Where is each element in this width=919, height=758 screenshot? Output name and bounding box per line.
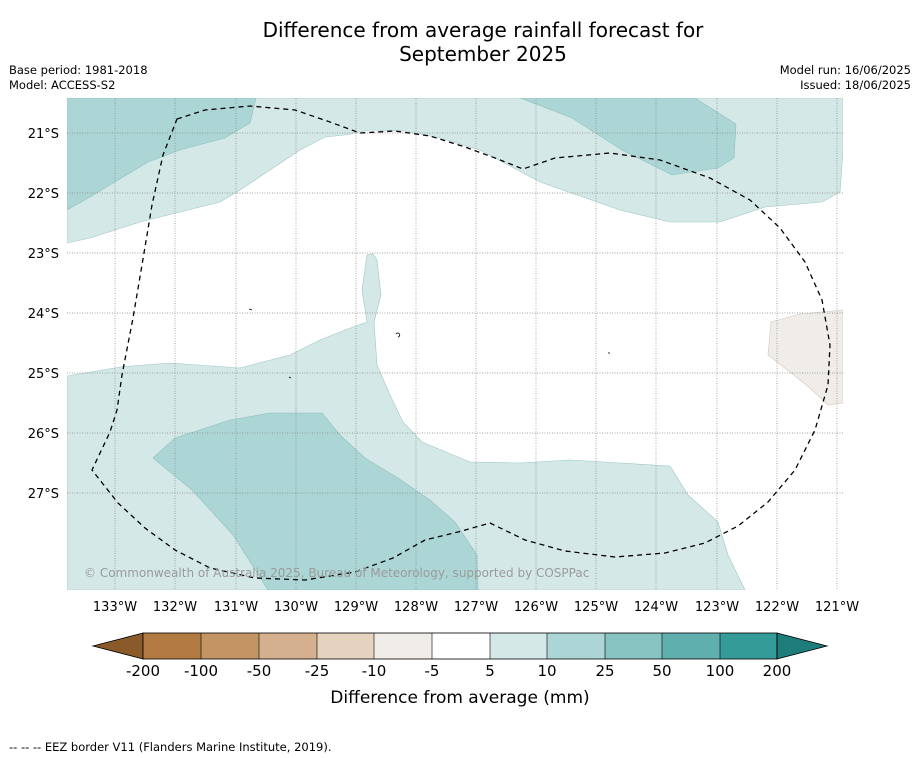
islands	[248, 308, 610, 379]
lon-labels: 133°W 132°W 131°W 130°W 129°W 128°W 127°…	[93, 600, 859, 615]
lat-label: 25°S	[28, 367, 59, 382]
colorbar-tick: -50	[247, 662, 272, 680]
chart-title: Difference from average rainfall forecas…	[0, 18, 919, 66]
colorbar-segment	[720, 633, 777, 659]
eez-legend-note: -- -- -- EEZ border V11 (Flanders Marine…	[9, 740, 332, 754]
colorbar-tick: -200	[126, 662, 160, 680]
colorbar-tick: 10	[537, 662, 556, 680]
colorbar-tick: -5	[425, 662, 440, 680]
contour-10-25-mm-northeast	[519, 98, 737, 176]
lon-label: 122°W	[755, 600, 799, 615]
colorbar-dividers	[200, 633, 721, 659]
colorbar-segment	[259, 633, 317, 659]
colorbar-tick: -10	[362, 662, 387, 680]
colorbar-segment	[662, 633, 720, 659]
lon-label: 121°W	[815, 600, 859, 615]
lon-label: 131°W	[214, 600, 258, 615]
lat-label: 22°S	[28, 187, 59, 202]
lon-label: 129°W	[334, 600, 378, 615]
contour-10-25-mm-northwest	[67, 98, 257, 211]
lon-label: 125°W	[574, 600, 618, 615]
contour-neg10-neg5-mm	[767, 309, 843, 406]
colorbar-segment	[201, 633, 259, 659]
colorbar-frame	[142, 632, 778, 660]
title-line-1: Difference from average rainfall forecas…	[262, 18, 704, 42]
colorbar-tick: 25	[595, 662, 614, 680]
lon-label: 123°W	[695, 600, 739, 615]
colorbar: -200 -100 -50 -25 -10 -5 5 10 25 50 100 …	[91, 632, 829, 708]
lon-label: 126°W	[514, 600, 558, 615]
colorbar-tick: 50	[652, 662, 671, 680]
colorbar-low-extension	[91, 632, 144, 660]
meta-left: Base period: 1981-2018 Model: ACCESS-S2	[9, 63, 148, 93]
contour-10-25-mm-south	[152, 412, 479, 590]
issued-date: Issued: 18/06/2025	[800, 78, 911, 92]
colorbar-segment	[547, 633, 605, 659]
lat-label: 23°S	[28, 247, 59, 262]
lat-gridlines	[67, 132, 843, 494]
colorbar-title: Difference from average (mm)	[330, 688, 589, 708]
colorbar-tick: 200	[763, 662, 792, 680]
model-run: Model run: 16/06/2025	[779, 63, 911, 77]
lon-label: 127°W	[454, 600, 498, 615]
lon-label: 124°W	[634, 600, 678, 615]
colorbar-segment	[432, 633, 490, 659]
colorbar-segment	[317, 633, 374, 659]
colorbar-segment	[490, 633, 547, 659]
colorbar-segment	[605, 633, 662, 659]
lat-labels: 21°S 22°S 23°S 24°S 25°S 26°S 27°S	[28, 127, 59, 502]
lon-label: 132°W	[153, 600, 197, 615]
lon-gridlines	[114, 98, 838, 590]
colorbar-tick: -25	[305, 662, 330, 680]
meta-right: Model run: 16/06/2025 Issued: 18/06/2025	[780, 63, 911, 93]
base-period: Base period: 1981-2018	[9, 63, 148, 77]
lon-label: 133°W	[93, 600, 137, 615]
colorbar-segment	[143, 633, 201, 659]
colorbar-tick: 5	[485, 662, 495, 680]
lon-label: 130°W	[274, 600, 318, 615]
title-line-2: September 2025	[399, 42, 567, 66]
colorbar-high-extension	[776, 632, 829, 660]
rainfall-map: © Commonwealth of Australia 2025, Bureau…	[67, 98, 843, 590]
eez-border	[91, 105, 831, 581]
colorbar-segment	[374, 633, 432, 659]
lon-label: 128°W	[394, 600, 438, 615]
copyright-notice: © Commonwealth of Australia 2025, Bureau…	[84, 566, 589, 580]
colorbar-tick: 100	[706, 662, 735, 680]
model-name: Model: ACCESS-S2	[9, 78, 116, 92]
lat-label: 26°S	[28, 427, 59, 442]
lat-label: 27°S	[28, 487, 59, 502]
lat-label: 24°S	[28, 307, 59, 322]
lat-label: 21°S	[28, 127, 59, 142]
colorbar-tick: -100	[184, 662, 218, 680]
